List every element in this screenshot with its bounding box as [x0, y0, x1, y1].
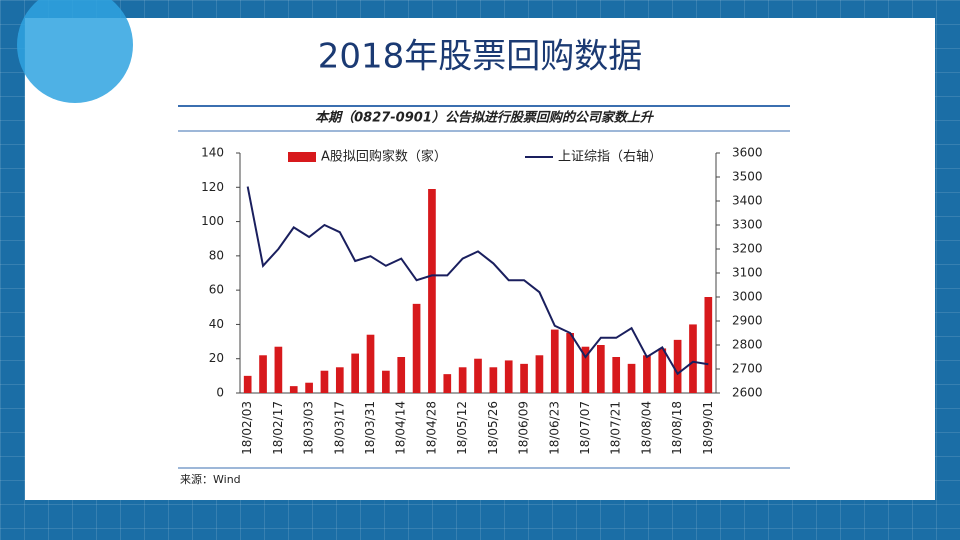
x-tick-label: 18/06/23	[547, 401, 561, 455]
bar	[351, 353, 359, 393]
bar	[428, 189, 436, 393]
bar	[658, 348, 667, 393]
bar	[366, 334, 375, 393]
bar	[612, 357, 621, 393]
bar	[289, 386, 298, 393]
bar	[689, 324, 697, 393]
bar	[627, 363, 636, 393]
x-tick-label: 18/07/21	[609, 401, 623, 455]
bar	[643, 355, 651, 393]
y2-tick-label: 3000	[732, 290, 763, 304]
x-tick-label: 18/06/09	[517, 401, 531, 455]
y2-tick-label: 3500	[732, 170, 763, 184]
bar	[597, 345, 605, 393]
bar	[412, 303, 421, 393]
bar	[382, 370, 390, 393]
y-tick-label: 80	[209, 248, 224, 262]
globe-decoration	[17, 0, 133, 103]
x-tick-label: 18/04/28	[424, 401, 438, 455]
y-tick-label: 100	[201, 214, 224, 228]
x-tick-label: 18/08/18	[670, 401, 684, 455]
bar	[535, 355, 544, 393]
bar	[443, 374, 452, 393]
bar	[520, 363, 528, 393]
x-tick-label: 18/03/17	[332, 401, 346, 455]
bar	[673, 339, 682, 393]
y-tick-label: 20	[209, 351, 224, 365]
bar	[704, 297, 713, 393]
y-tick-label: 120	[201, 180, 224, 194]
bar	[397, 357, 406, 393]
y2-tick-label: 3600	[732, 146, 763, 160]
bar	[458, 367, 467, 393]
y2-tick-label: 3200	[732, 242, 763, 256]
x-tick-label: 18/05/12	[455, 401, 469, 455]
x-tick-label: 18/03/03	[302, 401, 316, 455]
y-tick-label: 140	[201, 146, 224, 160]
x-tick-label: 18/07/07	[578, 401, 592, 455]
bar	[566, 333, 574, 393]
bar	[335, 367, 344, 393]
source: 来源：Wind	[180, 472, 241, 486]
legend-label: 上证综指（右轴）	[558, 150, 662, 165]
chart-title: 本期（0827-0901）公告拟进行股票回购的公司家数上升	[315, 110, 655, 126]
bar	[320, 370, 329, 393]
bar	[550, 329, 559, 393]
x-tick-label: 18/08/04	[639, 401, 653, 455]
y2-tick-label: 3300	[732, 218, 763, 232]
bar	[305, 382, 313, 393]
bar	[581, 346, 590, 393]
y2-tick-label: 2600	[732, 386, 763, 400]
legend-label: A股拟回购家数（家）	[321, 149, 447, 165]
legend-swatch	[288, 152, 316, 162]
bar	[274, 346, 283, 393]
bar	[474, 358, 482, 393]
x-tick-label: 18/05/26	[486, 401, 500, 455]
y2-tick-label: 3100	[732, 266, 763, 280]
x-tick-label: 18/03/31	[363, 401, 377, 455]
x-tick-label: 18/09/01	[701, 401, 715, 455]
y2-tick-label: 2700	[732, 362, 763, 376]
line	[246, 186, 709, 376]
x-tick-label: 18/02/17	[271, 401, 285, 455]
x-tick-label: 18/04/14	[394, 401, 408, 455]
bar	[259, 355, 267, 393]
y-tick-label: 40	[209, 317, 224, 331]
x-tick-label: 18/02/03	[240, 401, 254, 455]
y2-tick-label: 2800	[732, 338, 763, 352]
slide-panel	[25, 18, 935, 500]
bar	[243, 375, 252, 393]
y2-tick-label: 3400	[732, 194, 763, 208]
y2-tick-label: 2900	[732, 314, 763, 328]
bar	[489, 367, 498, 393]
y-tick-label: 0	[216, 386, 224, 400]
slide-title: 2018年股票回购数据	[318, 37, 643, 77]
y-tick-label: 60	[209, 283, 224, 297]
bar	[504, 360, 513, 393]
